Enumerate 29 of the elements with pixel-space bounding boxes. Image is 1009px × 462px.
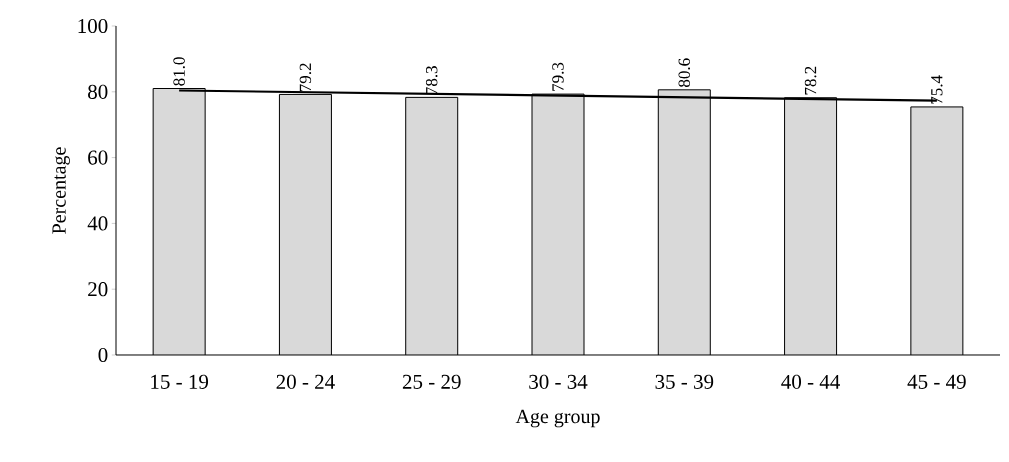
x-tick-label: 35 - 39 xyxy=(655,374,714,389)
x-tick-label: 25 - 29 xyxy=(402,374,461,389)
data-label: 75.4 xyxy=(931,75,943,104)
data-label: 79.3 xyxy=(552,62,564,91)
x-tick-label: 20 - 24 xyxy=(276,374,335,389)
data-label: 79.2 xyxy=(299,63,312,92)
data-label: 78.3 xyxy=(425,66,438,95)
x-axis-title: Age group xyxy=(515,409,600,428)
data-label: 78.2 xyxy=(804,66,817,95)
y-tick-label: 60 xyxy=(88,150,108,165)
bar xyxy=(784,97,837,355)
bar xyxy=(153,88,206,355)
y-tick-label: 100 xyxy=(78,18,108,34)
data-label: 80.6 xyxy=(678,58,691,87)
bar xyxy=(279,94,332,355)
y-tick-label: 20 xyxy=(88,282,108,297)
x-tick-label: 15 - 19 xyxy=(151,374,209,389)
x-tick-label: 30 - 34 xyxy=(529,374,588,389)
bar xyxy=(532,94,584,355)
y-tick-label: 80 xyxy=(88,84,108,99)
bar xyxy=(658,89,711,355)
x-tick-label: 45 - 49 xyxy=(907,374,966,389)
y-tick-label: 40 xyxy=(87,216,108,231)
bar xyxy=(405,97,458,355)
bar xyxy=(910,106,964,355)
y-tick-label: 0 xyxy=(98,347,108,363)
x-tick-label: 40 - 44 xyxy=(781,374,840,389)
y-axis-title: Percentage xyxy=(52,147,70,234)
data-label: 81.0 xyxy=(173,57,185,86)
